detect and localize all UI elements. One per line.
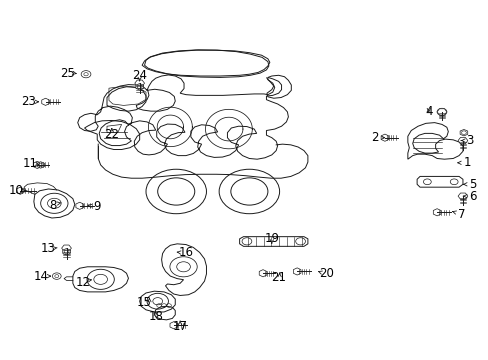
Text: 1: 1: [463, 156, 470, 169]
Text: 10: 10: [9, 184, 24, 197]
Polygon shape: [432, 209, 440, 216]
Text: 21: 21: [270, 271, 285, 284]
Polygon shape: [135, 80, 144, 86]
Text: 2: 2: [371, 131, 378, 144]
Polygon shape: [33, 161, 41, 168]
Polygon shape: [459, 130, 467, 136]
Text: 7: 7: [457, 208, 464, 221]
Text: 5: 5: [468, 178, 475, 191]
Text: 16: 16: [178, 246, 193, 259]
Text: 13: 13: [41, 242, 56, 255]
Polygon shape: [76, 202, 83, 210]
Text: 3: 3: [465, 134, 472, 147]
Circle shape: [436, 108, 446, 116]
Polygon shape: [136, 84, 143, 90]
Polygon shape: [436, 109, 446, 115]
Circle shape: [52, 273, 61, 279]
Text: 9: 9: [93, 201, 101, 213]
Circle shape: [81, 71, 91, 78]
Text: 14: 14: [33, 270, 48, 283]
Polygon shape: [457, 138, 467, 144]
Text: 12: 12: [76, 276, 91, 289]
Polygon shape: [37, 162, 44, 168]
Text: 24: 24: [132, 69, 147, 82]
Text: 11: 11: [22, 157, 38, 170]
Text: 20: 20: [318, 267, 333, 280]
Text: 23: 23: [21, 95, 36, 108]
Polygon shape: [62, 248, 70, 255]
Text: 4: 4: [424, 105, 432, 118]
Polygon shape: [293, 268, 300, 275]
Text: 18: 18: [148, 310, 163, 324]
Polygon shape: [457, 193, 467, 199]
Text: 8: 8: [50, 199, 57, 212]
Polygon shape: [41, 98, 49, 105]
Polygon shape: [259, 270, 266, 277]
Polygon shape: [170, 321, 177, 329]
Text: 15: 15: [137, 296, 152, 309]
Text: 25: 25: [61, 67, 75, 80]
Polygon shape: [380, 134, 388, 141]
Text: 19: 19: [264, 231, 279, 244]
Text: 6: 6: [468, 190, 475, 203]
Text: 22: 22: [104, 127, 119, 141]
Polygon shape: [17, 187, 24, 194]
Text: 17: 17: [172, 320, 187, 333]
Polygon shape: [61, 245, 71, 251]
